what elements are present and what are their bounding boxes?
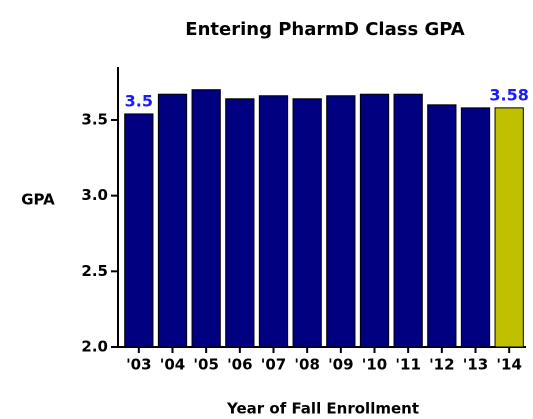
x-tick-label: '13: [463, 356, 488, 374]
x-tick-label: '05: [193, 356, 218, 374]
bar: [124, 113, 154, 348]
bar: [157, 93, 188, 348]
y-tick-label: 2.5: [81, 262, 108, 280]
x-tick-label: '10: [362, 356, 387, 374]
bar: [258, 95, 289, 348]
x-tick-label: '07: [261, 356, 286, 374]
x-axis-label: Year of Fall Enrollment: [226, 400, 419, 418]
bar: [460, 107, 491, 348]
y-axis-label: GPA: [21, 191, 55, 209]
bar: [292, 98, 322, 348]
x-tick-label: '11: [395, 356, 420, 374]
x-tick-label: '12: [429, 356, 454, 374]
x-tick-label: '14: [496, 356, 521, 374]
x-tick-label: '08: [294, 356, 319, 374]
x-tick-label: '09: [328, 356, 353, 374]
value-label: 3.5: [125, 91, 153, 110]
bar: [494, 107, 524, 348]
y-tick-label: 3.0: [81, 186, 108, 204]
value-label: 3.58: [489, 85, 528, 104]
bar: [225, 98, 255, 348]
bar: [359, 93, 390, 348]
bar: [427, 104, 457, 348]
x-tick-label: '06: [227, 356, 252, 374]
bar: [326, 95, 356, 348]
x-tick-label: '04: [160, 356, 185, 374]
chart-title: Entering PharmD Class GPA: [185, 19, 464, 40]
bar: [393, 93, 423, 348]
bar: [191, 89, 221, 348]
y-tick-label: 2.0: [81, 338, 108, 356]
y-tick-label: 3.5: [81, 110, 108, 128]
x-tick-label: '03: [126, 356, 151, 374]
